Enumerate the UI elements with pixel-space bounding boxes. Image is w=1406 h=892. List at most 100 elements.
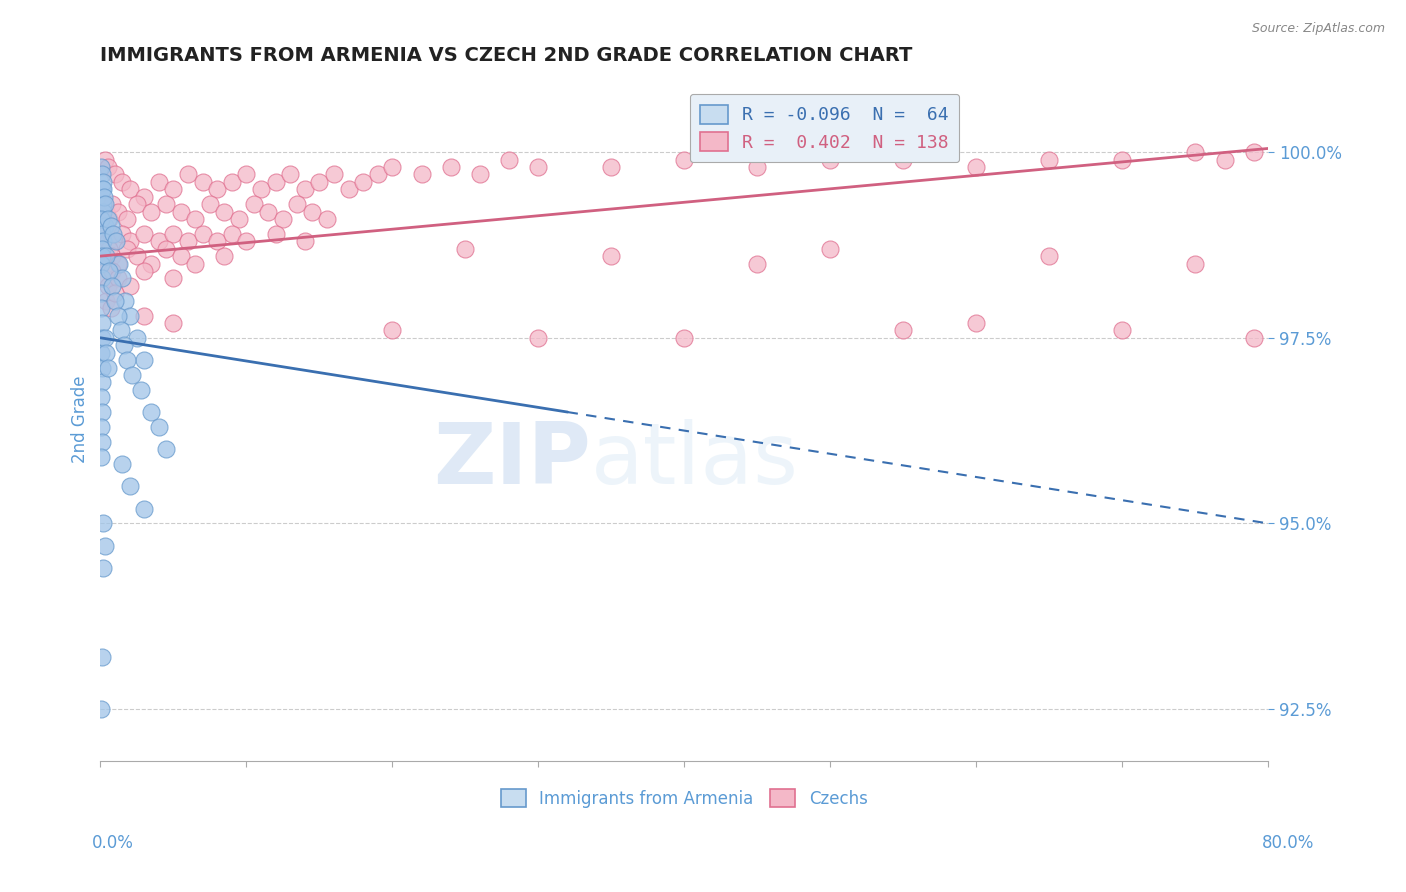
Point xyxy=(264,175,287,189)
Point xyxy=(301,204,323,219)
Point xyxy=(893,153,915,167)
Point xyxy=(91,175,114,189)
Point xyxy=(454,242,477,256)
Point xyxy=(91,516,114,531)
Point xyxy=(411,168,433,182)
Point xyxy=(155,197,177,211)
Point xyxy=(93,227,115,241)
Point xyxy=(104,234,127,248)
Point xyxy=(965,160,987,174)
Point xyxy=(112,338,135,352)
Point xyxy=(221,175,243,189)
Point xyxy=(98,211,121,226)
Point xyxy=(111,271,134,285)
Point xyxy=(90,420,112,434)
Point xyxy=(747,160,769,174)
Point xyxy=(90,390,112,404)
Point xyxy=(141,256,163,270)
Point xyxy=(965,316,987,330)
Point xyxy=(527,160,550,174)
Point xyxy=(118,479,141,493)
Point xyxy=(498,153,520,167)
Point xyxy=(155,242,177,256)
Point xyxy=(162,316,184,330)
Point xyxy=(257,204,280,219)
Point xyxy=(97,278,120,293)
Point xyxy=(100,301,122,315)
Point xyxy=(96,345,118,359)
Point xyxy=(118,182,141,196)
Point xyxy=(228,211,250,226)
Point xyxy=(125,249,148,263)
Point xyxy=(600,249,623,263)
Point xyxy=(1184,145,1206,160)
Text: Source: ZipAtlas.com: Source: ZipAtlas.com xyxy=(1251,22,1385,36)
Point xyxy=(90,434,112,449)
Point xyxy=(90,211,112,226)
Point xyxy=(91,249,114,263)
Point xyxy=(107,271,129,285)
Point xyxy=(1243,145,1265,160)
Point xyxy=(111,227,134,241)
Point xyxy=(125,331,148,345)
Point xyxy=(110,323,132,337)
Point xyxy=(101,249,124,263)
Point xyxy=(90,286,112,301)
Point xyxy=(90,301,112,315)
Point xyxy=(148,420,170,434)
Point xyxy=(184,256,207,270)
Point xyxy=(90,242,112,256)
Point xyxy=(155,442,177,457)
Point xyxy=(90,405,112,419)
Point xyxy=(114,293,136,308)
Point xyxy=(91,197,114,211)
Point xyxy=(134,353,156,368)
Point xyxy=(100,219,122,234)
Point xyxy=(90,702,112,716)
Point xyxy=(90,168,112,182)
Point xyxy=(108,256,131,270)
Point xyxy=(294,234,316,248)
Point xyxy=(162,271,184,285)
Point xyxy=(177,234,200,248)
Point xyxy=(134,227,156,241)
Point xyxy=(294,182,316,196)
Point xyxy=(191,227,214,241)
Point xyxy=(1111,153,1133,167)
Point xyxy=(90,650,112,665)
Point xyxy=(148,234,170,248)
Point xyxy=(235,234,257,248)
Point xyxy=(381,323,404,337)
Point xyxy=(100,227,122,241)
Text: 80.0%: 80.0% xyxy=(1263,834,1315,852)
Point xyxy=(177,168,200,182)
Point xyxy=(308,175,330,189)
Point xyxy=(97,211,120,226)
Point xyxy=(1038,249,1060,263)
Point xyxy=(93,197,115,211)
Text: ZIP: ZIP xyxy=(433,419,591,502)
Point xyxy=(98,264,121,278)
Point xyxy=(93,271,115,285)
Point xyxy=(527,331,550,345)
Point xyxy=(90,227,112,241)
Point xyxy=(91,376,114,390)
Point xyxy=(93,219,115,234)
Point xyxy=(96,256,118,270)
Point xyxy=(91,182,114,196)
Point xyxy=(198,197,221,211)
Point xyxy=(214,204,236,219)
Point xyxy=(97,234,120,248)
Point xyxy=(125,197,148,211)
Point xyxy=(271,211,294,226)
Point xyxy=(205,182,228,196)
Point xyxy=(191,175,214,189)
Point xyxy=(111,457,134,471)
Point xyxy=(337,182,360,196)
Point xyxy=(1038,153,1060,167)
Point xyxy=(162,227,184,241)
Point xyxy=(115,211,138,226)
Point xyxy=(134,501,156,516)
Point xyxy=(93,153,115,167)
Text: IMMIGRANTS FROM ARMENIA VS CZECH 2ND GRADE CORRELATION CHART: IMMIGRANTS FROM ARMENIA VS CZECH 2ND GRA… xyxy=(100,46,912,65)
